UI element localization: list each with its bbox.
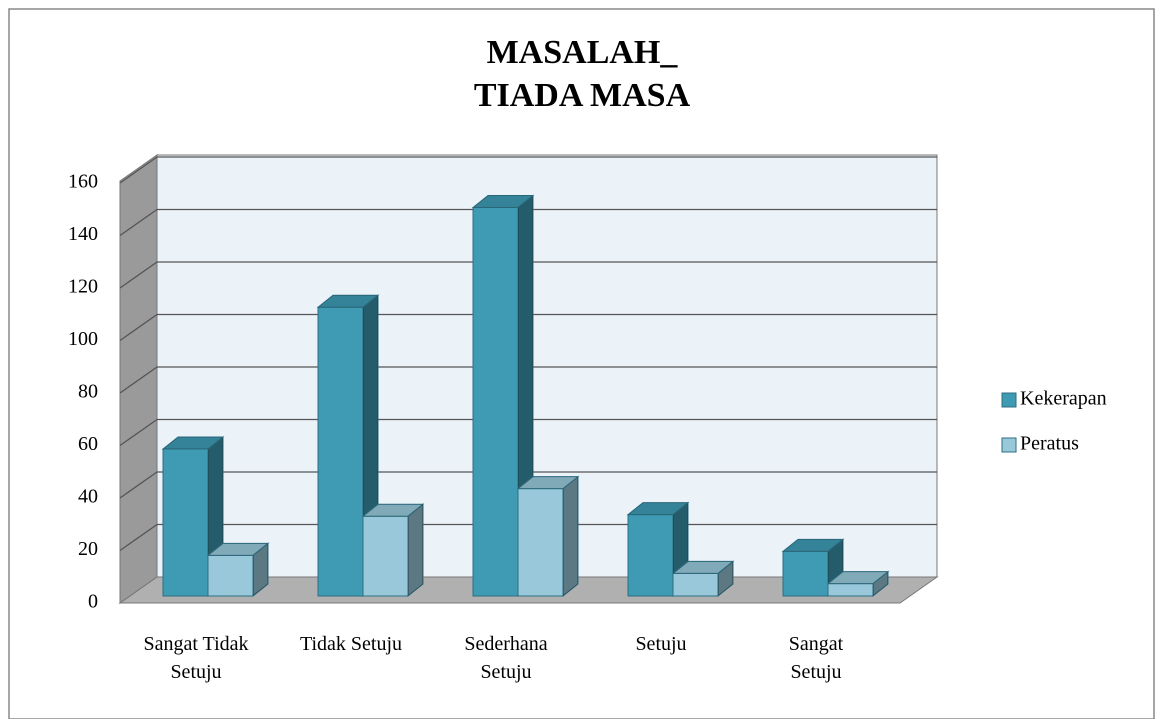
bar-top	[316, 294, 380, 308]
bar	[471, 194, 535, 598]
bar-top-shade	[473, 195, 533, 208]
bar-side-shade	[563, 476, 578, 596]
bar-top	[781, 538, 845, 552]
bar	[826, 570, 890, 598]
bar-top	[161, 436, 225, 450]
grid-line	[119, 471, 937, 499]
legend-label: Kekerapan	[1020, 388, 1107, 410]
bar	[316, 294, 380, 598]
grid-line	[119, 156, 937, 184]
bar	[206, 542, 270, 598]
grid-line	[119, 313, 937, 342]
bar-top-shade	[518, 476, 578, 489]
bar-front	[627, 514, 674, 597]
grid-line	[119, 418, 937, 447]
chart-title: MASALAH_	[487, 34, 679, 71]
bar-top	[626, 502, 690, 516]
bar	[671, 560, 735, 598]
y-tick-label: 140	[68, 223, 98, 245]
y-tick-label: 100	[68, 328, 98, 350]
bar-front	[782, 550, 829, 597]
bar-side-shade	[873, 571, 888, 596]
bar-side-shade	[718, 561, 733, 596]
x-tick-label: Setuju	[635, 633, 687, 655]
y-tick-label: 40	[78, 486, 98, 508]
bar-front	[827, 583, 874, 597]
y-tick-label: 60	[78, 433, 98, 455]
bar-top-shade	[783, 539, 843, 552]
y-tick-label: 120	[68, 276, 98, 298]
bar-top-shade	[673, 561, 733, 574]
bar-top-shade	[828, 571, 888, 584]
bar-front	[362, 515, 409, 597]
bar-side-shade	[253, 543, 268, 596]
legend-label: Peratus	[1020, 433, 1079, 455]
grid-line	[119, 366, 937, 394]
bar	[361, 503, 425, 598]
bar-top-shade	[363, 504, 423, 517]
legend-swatch	[1001, 392, 1017, 408]
bar-top	[671, 560, 735, 574]
bar-top-shade	[163, 437, 223, 449]
bar-top	[361, 503, 425, 517]
grid-line	[119, 261, 937, 289]
chart-title: TIADA MASA	[474, 77, 691, 114]
legend-swatch	[1001, 437, 1017, 453]
bar-top-shade	[628, 502, 688, 515]
bar-front	[672, 572, 719, 597]
bar-front	[207, 554, 254, 597]
bar-top	[206, 542, 270, 556]
bar-top-shade	[208, 543, 268, 556]
x-tick-label: Sangat Setuju	[788, 633, 844, 683]
y-tick-label: 20	[78, 538, 98, 560]
bar-side-shade	[408, 504, 423, 596]
bar-front	[472, 207, 519, 597]
grid-line	[119, 208, 937, 237]
bar-front	[517, 488, 564, 597]
y-tick-label: 0	[88, 591, 98, 613]
bar-top	[471, 195, 535, 208]
bar-top	[826, 571, 890, 585]
bar-front	[162, 448, 209, 597]
bar-front	[317, 306, 364, 597]
bar-top	[516, 476, 580, 490]
y-tick-label: 80	[78, 381, 98, 403]
bar-top-shade	[318, 295, 378, 308]
x-tick-label: Sangat Tidak Setuju	[143, 633, 249, 683]
x-tick-label: Sederhana Setuju	[464, 633, 548, 683]
y-tick-label: 160	[68, 171, 98, 193]
x-tick-label: Tidak Setuju	[299, 633, 403, 655]
bar	[516, 475, 580, 598]
